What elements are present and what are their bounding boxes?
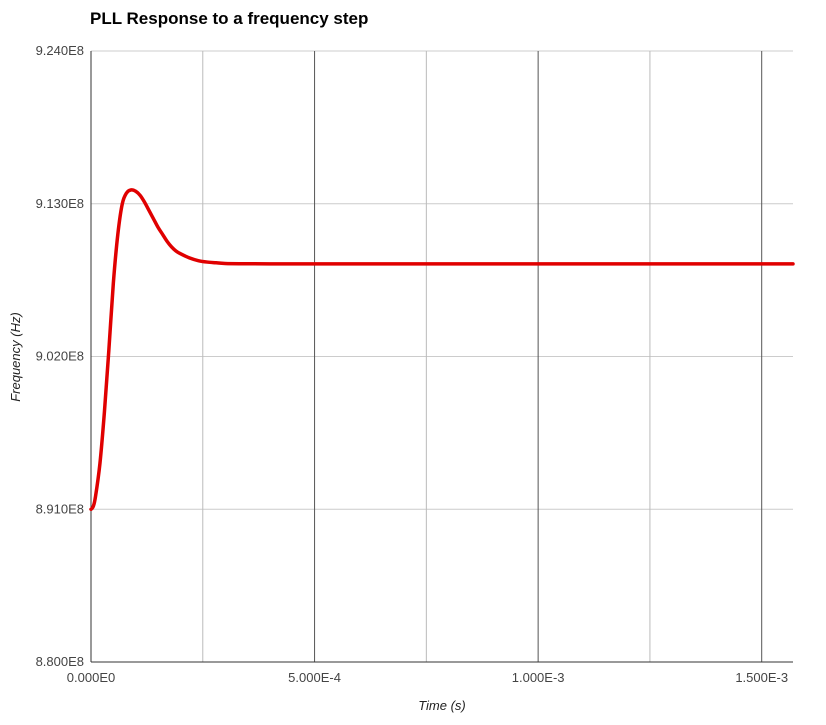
y-tick-label: 9.020E8 bbox=[36, 349, 84, 364]
x-tick-label: 0.000E0 bbox=[67, 670, 115, 685]
x-tick-label: 1.000E-3 bbox=[512, 670, 565, 685]
x-tick-label: 5.000E-4 bbox=[288, 670, 341, 685]
axes bbox=[90, 51, 793, 663]
y-tick-label: 9.130E8 bbox=[36, 196, 84, 211]
gridlines bbox=[91, 50, 793, 662]
y-tick-label: 8.800E8 bbox=[36, 654, 84, 669]
x-tick-label: 1.500E-3 bbox=[735, 670, 788, 685]
y-tick-label: 8.910E8 bbox=[36, 501, 84, 516]
y-tick-label: 9.240E8 bbox=[36, 43, 84, 58]
x-axis-label: Time (s) bbox=[418, 698, 466, 713]
tick-labels: 8.800E8 8.910E8 9.020E8 9.130E8 9.240E8 0.000… bbox=[36, 43, 789, 685]
series-line bbox=[89, 188, 795, 511]
series-layer bbox=[89, 188, 795, 511]
chart-title: PLL Response to a frequency step bbox=[90, 9, 369, 28]
y-axis-label: Frequency (Hz) bbox=[8, 312, 23, 402]
